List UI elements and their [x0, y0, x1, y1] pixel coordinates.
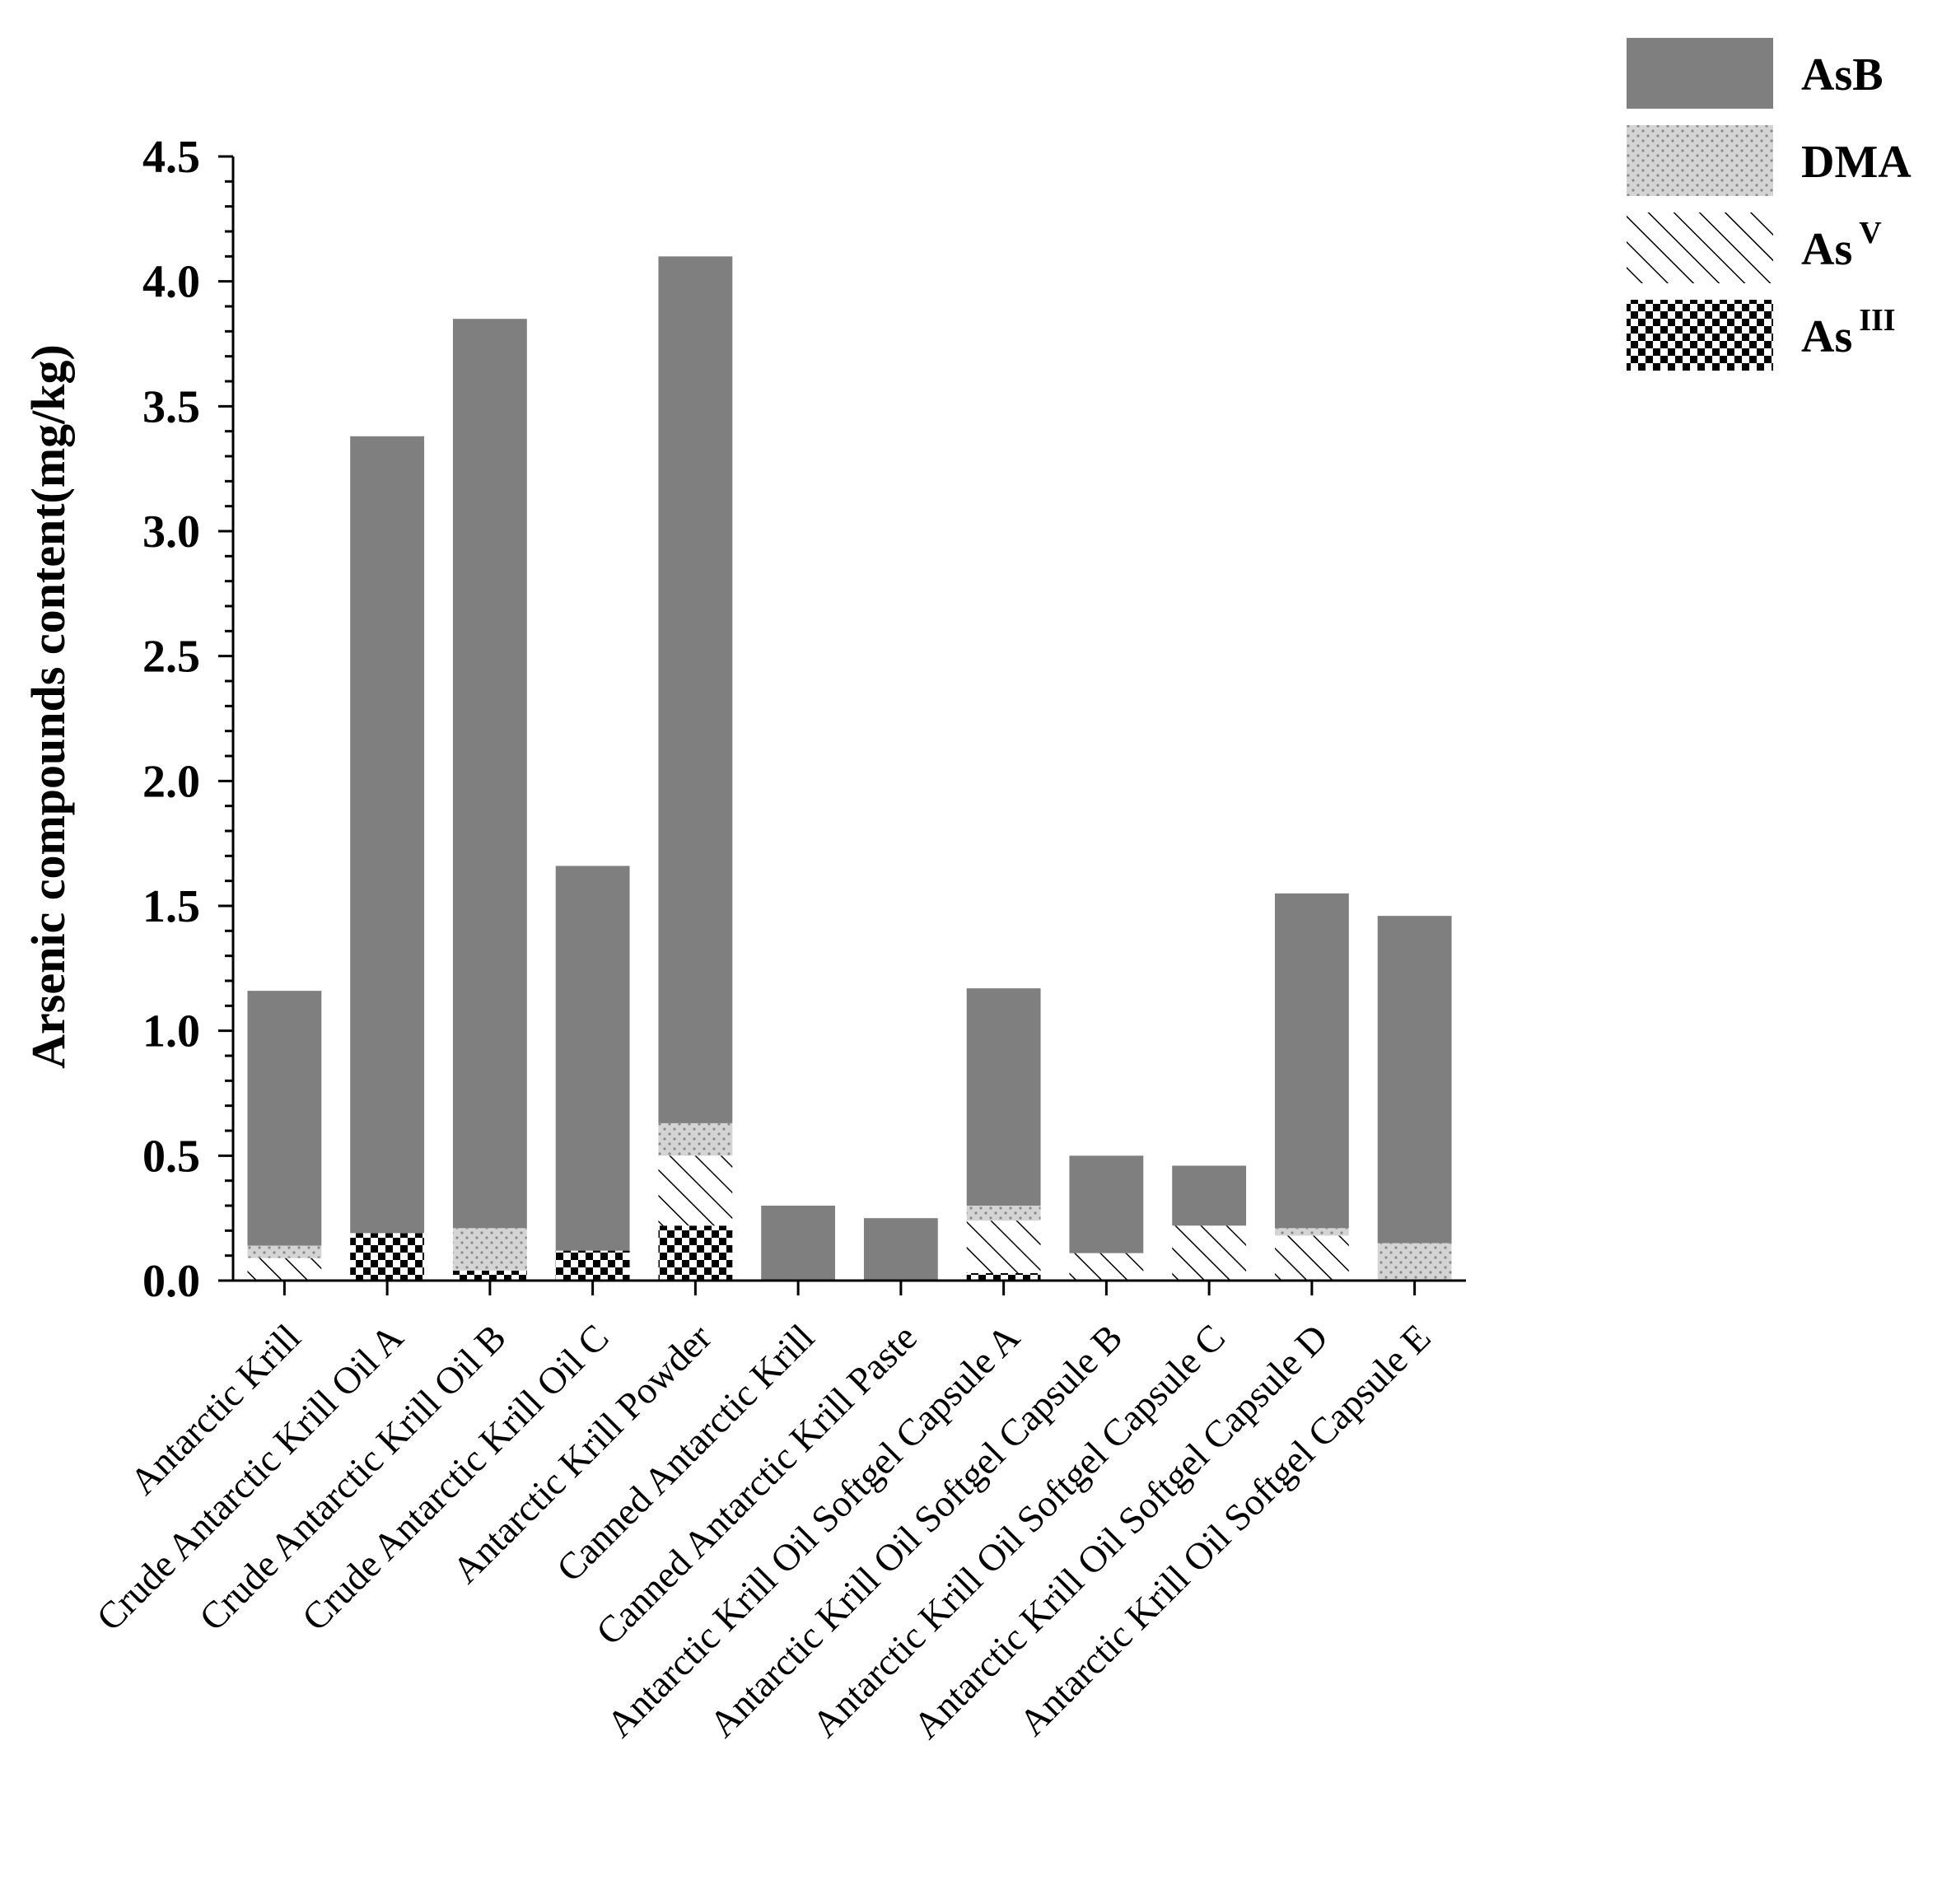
legend-swatch-dma — [1627, 125, 1773, 196]
legend-label-asiii: As III — [1801, 303, 1896, 362]
bar-asb-antarctic-krill-oil-softgel-capsule-e — [1377, 916, 1452, 1244]
bar-dma-antarctic-krill — [247, 1245, 322, 1258]
bar-dma-antarctic-krill-powder — [658, 1122, 733, 1156]
bar-asv-antarctic-krill-powder — [658, 1155, 733, 1226]
axes-layer — [231, 156, 1466, 1282]
bar-dma-crude-antarctic-krill-oil-b — [452, 1228, 527, 1271]
legend-label-asv: As V — [1801, 216, 1882, 275]
bar-asb-canned-antarctic-krill-paste — [863, 1218, 938, 1281]
bar-asb-antarctic-krill-oil-softgel-capsule-a — [966, 988, 1041, 1206]
bar-asiii-crude-antarctic-krill-oil-a — [350, 1233, 425, 1281]
bar-asb-antarctic-krill-oil-softgel-capsule-b — [1069, 1155, 1144, 1253]
bar-asv-antarctic-krill-oil-softgel-capsule-c — [1172, 1225, 1247, 1281]
legend: AsB DMA As V As III — [1627, 38, 1912, 371]
bar-asb-antarctic-krill — [247, 991, 322, 1246]
bar-asv-antarctic-krill-oil-softgel-capsule-b — [1069, 1253, 1144, 1281]
bar-asv-antarctic-krill — [247, 1258, 322, 1281]
bar-dma-antarctic-krill-oil-softgel-capsule-d — [1274, 1228, 1349, 1236]
y-axis-title: Arsenic compounds content(mg/kg) — [21, 344, 75, 1069]
bar-asb-canned-antarctic-krill — [761, 1206, 836, 1281]
bar-asb-antarctic-krill-oil-softgel-capsule-d — [1274, 893, 1349, 1229]
legend-swatch-asiii — [1627, 300, 1773, 371]
legend-label-asb: AsB — [1801, 49, 1884, 100]
y-tick-label: 1.0 — [142, 1006, 200, 1057]
y-tick-label: 3.0 — [142, 506, 200, 558]
legend-swatch-asb — [1627, 38, 1773, 109]
bar-asb-crude-antarctic-krill-oil-c — [555, 866, 630, 1251]
y-tick-label: 3.5 — [142, 381, 200, 432]
bar-asiii-crude-antarctic-krill-oil-b — [452, 1270, 527, 1281]
bar-asv-antarctic-krill-oil-softgel-capsule-d — [1274, 1235, 1349, 1281]
y-tick-label: 0.0 — [142, 1256, 200, 1307]
legend-label-dma: DMA — [1801, 137, 1912, 188]
y-tick-label: 0.5 — [142, 1131, 200, 1182]
legend-swatch-asv — [1627, 212, 1773, 283]
y-tick-label: 2.5 — [142, 632, 200, 683]
bar-asiii-antarctic-krill-powder — [658, 1225, 733, 1281]
y-ticks-layer: 0.0 0.5 1.0 1.5 2.0 2.5 3.0 3.5 4.0 4.5 — [142, 132, 233, 1307]
y-tick-label: 4.0 — [142, 257, 200, 308]
bars-layer — [247, 256, 1452, 1281]
bar-asiii-antarctic-krill-oil-softgel-capsule-a — [966, 1272, 1041, 1281]
y-tick-label: 4.5 — [142, 132, 200, 183]
bar-asiii-crude-antarctic-krill-oil-c — [555, 1250, 630, 1281]
y-tick-label: 2.0 — [142, 756, 200, 807]
y-tick-label: 1.5 — [142, 881, 200, 932]
bar-asb-antarctic-krill-powder — [658, 256, 733, 1123]
bar-dma-antarctic-krill-oil-softgel-capsule-e — [1377, 1243, 1452, 1281]
bar-asb-crude-antarctic-krill-oil-b — [452, 319, 527, 1229]
bar-asb-antarctic-krill-oil-softgel-capsule-c — [1172, 1165, 1247, 1226]
bar-asv-antarctic-krill-oil-softgel-capsule-a — [966, 1220, 1041, 1273]
bar-dma-antarctic-krill-oil-softgel-capsule-a — [966, 1206, 1041, 1221]
bar-asb-crude-antarctic-krill-oil-a — [350, 436, 425, 1234]
